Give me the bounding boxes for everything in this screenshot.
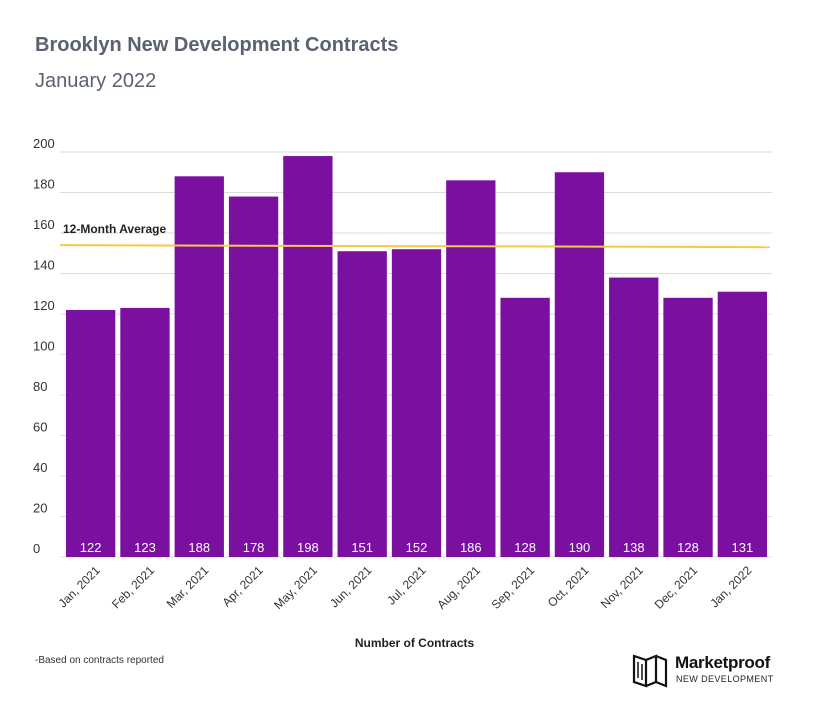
bar [391, 249, 442, 557]
bar-value-label: 178 [243, 540, 265, 555]
x-tick-label: Sep, 2021 [489, 563, 538, 612]
y-tick-label: 140 [33, 258, 55, 273]
footnote: -Based on contracts reported [35, 655, 164, 666]
x-tick-label: Mar, 2021 [164, 563, 212, 611]
y-tick-label: 180 [33, 177, 55, 192]
brand-name: Marketproof [675, 653, 770, 672]
y-tick-label: 200 [33, 136, 55, 151]
x-tick-label: Jan, 2021 [56, 563, 103, 610]
x-tick-label: Dec, 2021 [652, 563, 701, 612]
x-axis-label: Number of Contracts [354, 636, 475, 650]
bar-value-label: 190 [569, 540, 591, 555]
bar-value-label: 138 [623, 540, 645, 555]
brand-tagline: NEW DEVELOPMENT [676, 674, 774, 684]
bar [609, 277, 659, 557]
y-tick-label: 80 [33, 379, 47, 394]
bar-value-label: 128 [677, 540, 699, 555]
bar [283, 156, 333, 558]
bar [663, 297, 713, 557]
average-line [59, 244, 771, 249]
bar-value-label: 188 [188, 540, 210, 555]
chart-title: Brooklyn New Development Contracts [35, 34, 399, 56]
bar [174, 176, 224, 558]
bar [66, 309, 116, 557]
bar-value-label: 131 [731, 540, 753, 555]
y-tick-label: 20 [33, 501, 47, 516]
bar [717, 291, 767, 557]
y-tick-label: 160 [33, 217, 55, 232]
bar-value-label: 152 [406, 540, 428, 555]
y-tick-label: 40 [33, 460, 47, 475]
x-tick-label: May, 2021 [271, 563, 320, 612]
brand-block: Marketproof NEW DEVELOPMENT [632, 652, 792, 692]
bar-value-label: 198 [297, 540, 319, 555]
bar [337, 251, 387, 557]
bar-value-label: 122 [80, 540, 102, 555]
marketproof-logo-icon [632, 654, 668, 688]
y-tick-label: 0 [33, 541, 40, 556]
bar [446, 180, 496, 557]
average-line-label: 12-Month Average [63, 222, 166, 236]
bar [120, 307, 170, 557]
x-tick-label: Oct, 2021 [545, 563, 592, 610]
bar [554, 172, 605, 557]
x-tick-label: Jan, 2022 [707, 563, 754, 610]
y-tick-label: 100 [33, 339, 55, 354]
bar [228, 196, 279, 558]
x-tick-label: Aug, 2021 [434, 563, 483, 612]
bar-value-label: 128 [514, 540, 536, 555]
y-tick-label: 120 [33, 298, 55, 313]
x-tick-label: Jul, 2021 [384, 563, 429, 608]
x-tick-label: Nov, 2021 [598, 563, 646, 611]
bar-value-label: 186 [460, 540, 482, 555]
y-tick-label: 60 [33, 420, 47, 435]
x-tick-label: Apr, 2021 [219, 563, 265, 609]
bar-value-label: 123 [134, 540, 156, 555]
x-tick-label: Feb, 2021 [109, 563, 157, 611]
chart-subtitle: January 2022 [35, 70, 157, 92]
bar-value-label: 151 [351, 540, 373, 555]
bar [500, 297, 550, 557]
x-tick-label: Jun, 2021 [327, 563, 374, 610]
